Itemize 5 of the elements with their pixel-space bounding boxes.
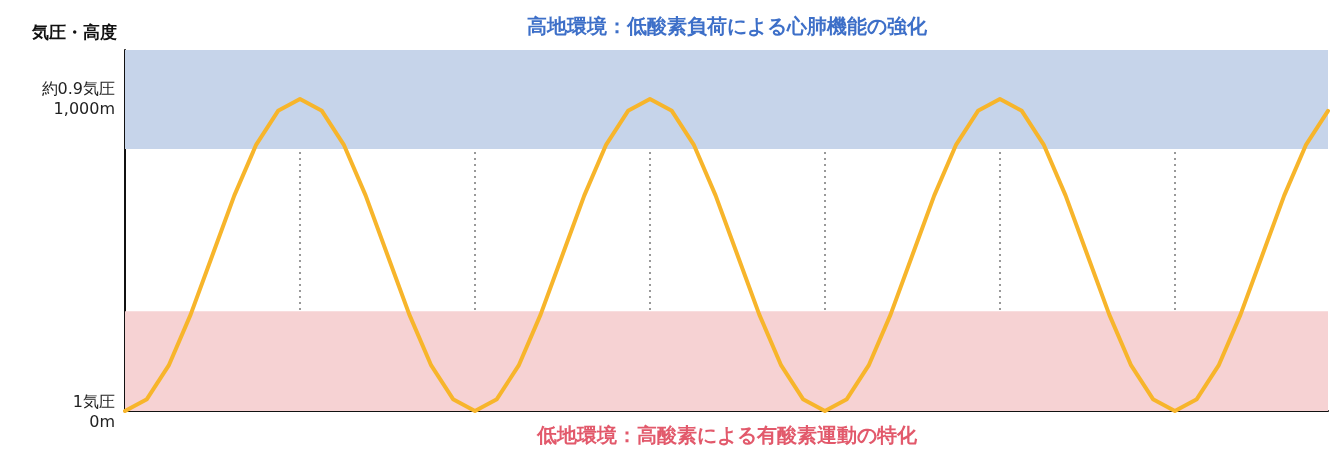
text: 約0.9気圧 1,000m [41, 79, 115, 119]
y-axis-title: 気圧・高度 [31, 21, 117, 42]
band-label: 高地環境：低酸素負荷による心肺機能の強化 [526, 14, 928, 38]
band-label: 低地環境：高酸素による有酸素運動の特化 [535, 423, 918, 447]
text: 1気圧 0m [72, 391, 115, 431]
